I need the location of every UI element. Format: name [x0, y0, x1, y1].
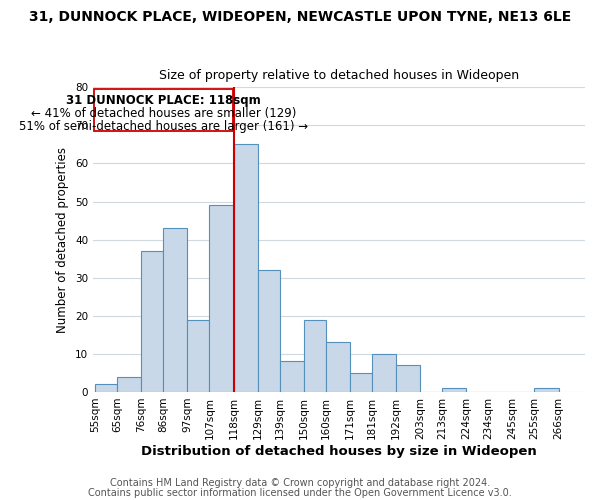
Title: Size of property relative to detached houses in Wideopen: Size of property relative to detached ho… [159, 69, 519, 82]
Bar [535, 388, 559, 392]
Bar [117, 376, 141, 392]
Bar [94, 89, 233, 131]
Bar [187, 320, 209, 392]
Bar [257, 270, 280, 392]
Y-axis label: Number of detached properties: Number of detached properties [56, 146, 70, 332]
Bar [350, 373, 372, 392]
Text: 51% of semi-detached houses are larger (161) →: 51% of semi-detached houses are larger (… [19, 120, 308, 134]
Bar [141, 251, 163, 392]
Text: Contains HM Land Registry data © Crown copyright and database right 2024.: Contains HM Land Registry data © Crown c… [110, 478, 490, 488]
Bar [372, 354, 396, 392]
Text: Contains public sector information licensed under the Open Government Licence v3: Contains public sector information licen… [88, 488, 512, 498]
Bar [280, 362, 304, 392]
Bar [233, 144, 257, 392]
Bar [326, 342, 350, 392]
Bar [304, 320, 326, 392]
Text: 31, DUNNOCK PLACE, WIDEOPEN, NEWCASTLE UPON TYNE, NE13 6LE: 31, DUNNOCK PLACE, WIDEOPEN, NEWCASTLE U… [29, 10, 571, 24]
Bar [95, 384, 117, 392]
Bar [209, 206, 233, 392]
Text: 31 DUNNOCK PLACE: 118sqm: 31 DUNNOCK PLACE: 118sqm [66, 94, 261, 107]
Bar [163, 228, 187, 392]
Text: ← 41% of detached houses are smaller (129): ← 41% of detached houses are smaller (12… [31, 107, 296, 120]
X-axis label: Distribution of detached houses by size in Wideopen: Distribution of detached houses by size … [141, 444, 537, 458]
Bar [396, 366, 420, 392]
Bar [442, 388, 466, 392]
